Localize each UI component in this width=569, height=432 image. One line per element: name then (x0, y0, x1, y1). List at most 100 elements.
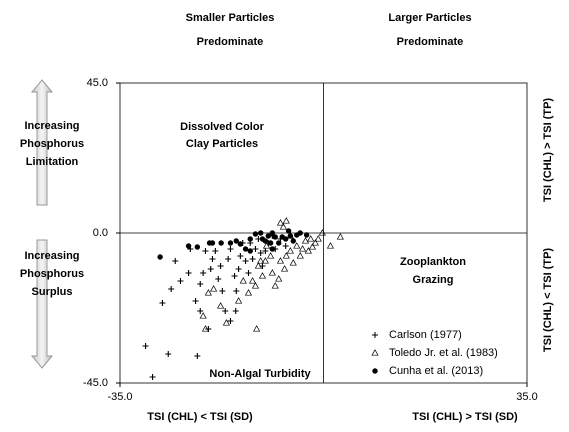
point (233, 238, 239, 244)
point (261, 257, 269, 264)
point (265, 233, 271, 239)
point (199, 312, 207, 319)
annotation: Predominate (197, 36, 264, 48)
point (336, 233, 344, 240)
point (285, 228, 292, 234)
annotation: TSI (CHL) > TSI (TP) (542, 98, 554, 203)
point (301, 237, 310, 244)
point (252, 231, 259, 237)
point (197, 281, 204, 287)
point (244, 289, 253, 296)
point (222, 308, 229, 314)
annotation: Non-Algal Turbidity (209, 368, 311, 380)
y-tick-label: 0.0 (93, 227, 108, 239)
point (216, 302, 225, 309)
point (289, 259, 297, 266)
point (194, 353, 201, 359)
point (233, 288, 240, 294)
point (254, 262, 262, 269)
point (304, 247, 312, 254)
point (249, 256, 256, 262)
x-tick-label: -35.0 (107, 391, 132, 403)
point (197, 308, 204, 314)
point (204, 289, 212, 296)
annotation: Increasing (24, 120, 79, 132)
point (282, 243, 289, 249)
point (227, 246, 234, 252)
y-tick-label: -45.0 (83, 377, 108, 389)
point (257, 250, 264, 256)
point (307, 235, 315, 242)
point (262, 248, 269, 254)
point (296, 252, 304, 259)
legend-label: Cunha et al. (2013) (389, 365, 483, 377)
point (242, 246, 249, 252)
point (192, 298, 199, 304)
point (219, 288, 226, 294)
point (247, 236, 253, 242)
point (290, 238, 296, 244)
down-arrow (30, 239, 54, 369)
point (157, 254, 163, 260)
legend-marker (372, 368, 378, 374)
point (276, 257, 285, 264)
point (209, 256, 216, 262)
point (217, 263, 224, 269)
annotation: Smaller Particles (186, 12, 275, 24)
point (201, 325, 210, 332)
point (262, 238, 269, 244)
point (209, 240, 216, 246)
point (159, 300, 166, 306)
point (276, 240, 282, 246)
legend-marker (372, 332, 378, 338)
point (275, 275, 283, 282)
point (279, 223, 287, 230)
point (215, 276, 222, 282)
point (308, 243, 317, 250)
point (282, 217, 290, 224)
point (258, 272, 267, 279)
point (283, 236, 289, 242)
point (272, 234, 278, 240)
point (237, 253, 244, 259)
point (222, 319, 230, 326)
point (282, 252, 290, 259)
point (258, 230, 264, 236)
point (218, 240, 224, 246)
annotation: Limitation (26, 156, 79, 168)
point (210, 285, 218, 292)
point (287, 233, 294, 239)
point (185, 270, 192, 276)
y-tick-label: 45.0 (87, 77, 108, 89)
point (280, 265, 289, 272)
point (202, 248, 209, 254)
point (266, 252, 275, 259)
annotation: TSI (CHL) < TSI (SD) (147, 411, 253, 423)
point (269, 230, 276, 236)
point (172, 258, 179, 264)
point (297, 230, 303, 236)
point (149, 374, 156, 380)
annotation: Surplus (32, 286, 73, 298)
point (142, 343, 149, 349)
point (237, 241, 244, 247)
point (177, 278, 184, 284)
point (303, 232, 310, 238)
point (252, 246, 259, 252)
annotation: TSI (CHL) < TSI (TP) (542, 248, 554, 353)
point (245, 270, 252, 276)
point (231, 273, 238, 279)
point (247, 248, 253, 254)
point (200, 270, 207, 276)
annotation: Increasing (24, 250, 79, 262)
point (194, 244, 201, 250)
point (165, 351, 172, 357)
point (185, 243, 192, 249)
point (269, 246, 276, 252)
point (286, 247, 294, 254)
annotation: Phosphorus (20, 268, 84, 280)
point (276, 219, 285, 226)
point (314, 235, 322, 242)
legend-label: Toledo Jr. et al. (1983) (389, 347, 498, 359)
